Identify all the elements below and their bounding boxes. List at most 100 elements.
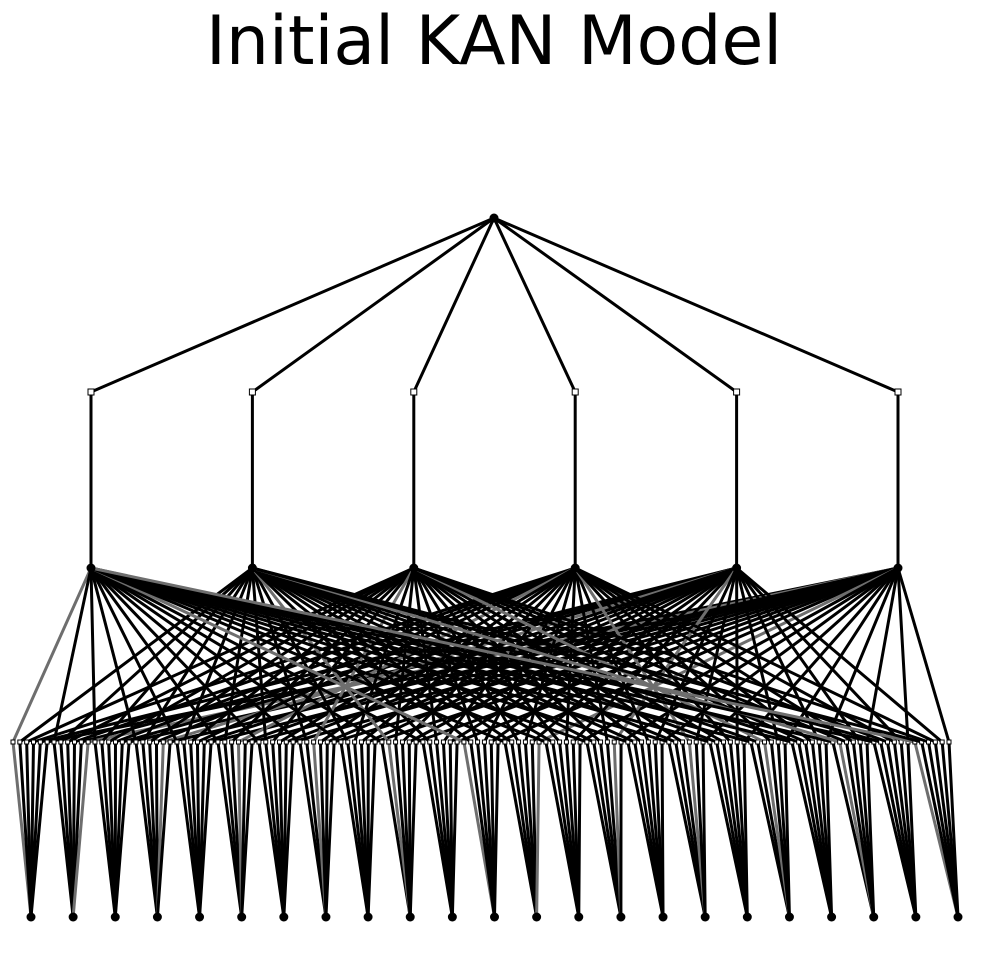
activation-box <box>338 739 344 745</box>
input-edge-segment <box>324 740 336 919</box>
input-node <box>321 912 331 922</box>
activation-box <box>488 739 494 745</box>
input-edge-segment <box>450 740 459 919</box>
input-node <box>911 912 921 922</box>
input-node <box>953 912 963 922</box>
layer-0-edges <box>10 566 960 919</box>
input-edge-segment <box>240 740 254 919</box>
input-node <box>26 912 36 922</box>
activation-box <box>410 388 418 396</box>
activation-box <box>17 739 23 745</box>
activation-box <box>721 739 727 745</box>
input-edge-segment <box>906 740 918 919</box>
activation-box <box>768 739 774 745</box>
activation-box <box>372 739 378 745</box>
activation-box <box>276 739 282 745</box>
activation-box <box>229 739 235 745</box>
hidden-node <box>409 563 419 573</box>
input-edge-segment <box>742 740 749 919</box>
input-edge-segment <box>824 740 834 919</box>
activation-box <box>686 739 692 745</box>
activation-box <box>147 739 153 745</box>
activation-box <box>352 739 358 745</box>
activation-box <box>215 739 221 745</box>
input-node <box>658 912 668 922</box>
activation-box <box>775 739 781 745</box>
input-node <box>363 912 373 922</box>
hidden-node <box>86 563 96 573</box>
input-node <box>110 912 120 922</box>
activation-box <box>208 739 214 745</box>
activation-box <box>71 739 77 745</box>
hidden-edge-segment <box>89 566 671 744</box>
hidden-node <box>570 563 580 573</box>
activation-box <box>188 739 194 745</box>
activation-box <box>440 739 446 745</box>
activation-box <box>242 739 248 745</box>
input-node <box>532 912 542 922</box>
activation-box <box>844 739 850 745</box>
activation-box <box>324 739 330 745</box>
activation-box <box>529 739 535 745</box>
input-node <box>700 912 710 922</box>
activation-box <box>10 739 16 745</box>
hidden-edge-segment <box>89 566 384 744</box>
input-node <box>742 912 752 922</box>
activation-box <box>894 388 902 396</box>
activation-box <box>762 739 768 745</box>
activation-box <box>522 739 528 745</box>
activation-to-output-edge <box>412 216 496 394</box>
input-edge-segment <box>701 740 707 919</box>
activation-box <box>598 739 604 745</box>
input-node <box>616 912 626 922</box>
hidden-edge-segment <box>89 566 507 744</box>
activation-box <box>447 739 453 745</box>
activation-box <box>714 739 720 745</box>
input-node <box>447 912 457 922</box>
activation-box <box>727 739 733 745</box>
activation-box <box>85 739 91 745</box>
activation-box <box>693 739 699 745</box>
hidden-edge-segment <box>250 566 924 744</box>
activation-box <box>160 739 166 745</box>
hidden-edge-segment <box>530 566 739 744</box>
activation-box <box>509 739 515 745</box>
input-edge-segment <box>282 740 295 919</box>
input-node <box>490 912 499 922</box>
activation-box <box>475 739 481 745</box>
activation-box <box>393 739 399 745</box>
activation-box <box>543 739 549 745</box>
hidden-edge-segment <box>573 566 937 744</box>
activation-box <box>885 739 891 745</box>
activation-box <box>112 739 118 745</box>
hidden-edge-segment <box>52 566 93 744</box>
hidden-edge-segment <box>89 566 753 744</box>
input-node <box>152 912 162 922</box>
activation-box <box>358 739 364 745</box>
hidden-edge-segment <box>701 566 900 744</box>
hidden-edge-segment <box>489 566 739 744</box>
activation-box <box>427 739 433 745</box>
activation-box <box>51 739 57 745</box>
activation-box <box>420 739 426 745</box>
input-edge-segment <box>947 740 960 919</box>
activation-box <box>803 739 809 745</box>
activation-to-output-edge <box>492 216 739 394</box>
hidden-edge-segment <box>735 566 944 744</box>
hidden-edge-segment <box>89 566 425 744</box>
activation-box <box>331 739 337 745</box>
activation-box <box>133 739 139 745</box>
activation-box <box>939 739 945 745</box>
input-edge-segment <box>155 740 172 919</box>
output-node <box>489 213 499 223</box>
input-edge-segment <box>660 740 665 919</box>
input-node <box>827 912 837 922</box>
activation-box <box>78 739 84 745</box>
activation-box <box>680 739 686 745</box>
activation-box <box>645 739 651 745</box>
activation-box <box>673 739 679 745</box>
input-node <box>279 912 289 922</box>
hidden-edge-segment <box>89 566 261 744</box>
activation-box <box>99 739 105 745</box>
